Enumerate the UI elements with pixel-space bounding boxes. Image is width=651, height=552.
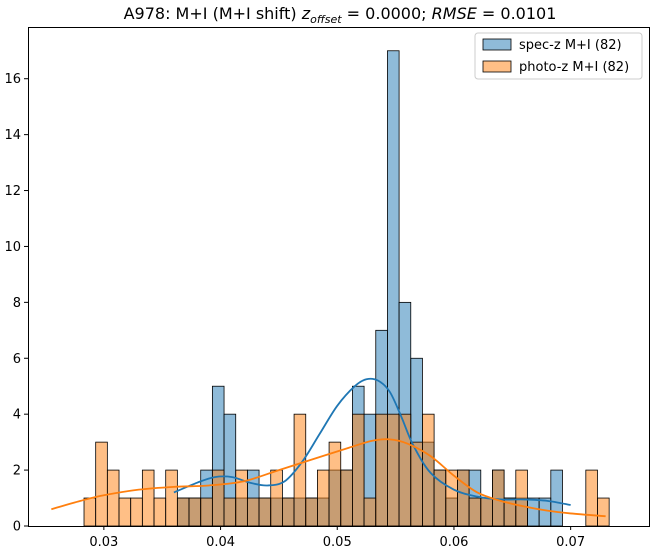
title-rmse-symbol: RMSE <box>432 4 478 23</box>
title-prefix: A978: M+I (M+I shift) <box>124 4 302 23</box>
kde-line-series1 <box>51 438 606 518</box>
x-tick-label: 0.06 <box>439 535 468 550</box>
bar-series1-bin34 <box>480 497 493 527</box>
y-tick-label: 10 <box>4 240 21 255</box>
bar-series1-bin20 <box>317 469 330 527</box>
ticks-layer: 0.03 0.04 0.05 0.06 0.07 0 2 4 6 8 10 12 14 16 <box>4 72 585 550</box>
x-tick-label: 0.05 <box>323 535 352 550</box>
bar-series1-bin23 <box>352 413 365 527</box>
bar-series1-bin5 <box>141 469 155 527</box>
title-rmse-value: = 0.0101 <box>477 4 557 23</box>
bar-series1-bin27 <box>398 413 412 527</box>
x-tick-label: 0.03 <box>89 535 118 550</box>
bar-series1-bin10 <box>200 497 213 527</box>
legend-swatch-spec-z <box>482 38 512 51</box>
bar-series1-bin15 <box>258 497 272 527</box>
bar-series1-bin33 <box>468 497 482 527</box>
bar-series1-bin7 <box>165 469 178 527</box>
bar-series1-bin22 <box>340 469 353 527</box>
bar-series1-bin12 <box>223 497 237 527</box>
y-tick-label: 0 <box>13 520 21 535</box>
bar-series1-bin9 <box>188 497 202 527</box>
chart-title: A978: M+I (M+I shift) zoffset = 0.0000; … <box>124 4 557 26</box>
legend-label-photo-z: photo-z M+I (82) <box>519 60 629 75</box>
title-z-value: = 0.0000; <box>342 4 432 23</box>
kde-layer <box>51 377 606 518</box>
y-tick-label: 16 <box>4 72 21 87</box>
x-tick-label: 0.04 <box>206 535 235 550</box>
bar-series1-bin3 <box>118 497 132 527</box>
bar-series0-bin40 <box>550 469 563 527</box>
axes-frame <box>28 27 650 527</box>
bar-series1-bin1 <box>95 441 108 527</box>
bar-series1-bin6 <box>153 497 167 527</box>
bar-series1-bin31 <box>445 469 458 527</box>
y-tick-label: 12 <box>4 184 21 199</box>
y-tick-label: 6 <box>13 352 21 367</box>
bar-series0-bin39 <box>538 497 552 527</box>
bar-series1-bin24 <box>363 497 377 527</box>
bar-series1-bin16 <box>270 469 283 527</box>
y-tick-label: 2 <box>13 464 21 479</box>
bar-series1-bin4 <box>130 497 143 527</box>
bar-series1-bin44 <box>597 497 610 527</box>
bar-series1-bin0 <box>83 497 97 527</box>
bar-series0-bin38 <box>527 497 540 527</box>
bar-series1-bin26 <box>387 413 400 527</box>
y-tick-label: 8 <box>13 296 21 311</box>
legend-label-spec-z: spec-z M+I (82) <box>519 38 622 53</box>
bar-series1-bin2 <box>106 469 120 527</box>
y-tick-label: 4 <box>13 408 21 423</box>
bar-series1-bin28 <box>410 441 423 527</box>
bar-series1-bin37 <box>515 469 528 527</box>
legend-box <box>474 32 643 80</box>
bar-series1-bin8 <box>176 497 190 527</box>
bars-layer <box>83 50 610 527</box>
legend-swatch-photo-z <box>482 60 512 73</box>
x-tick-label: 0.07 <box>556 535 585 550</box>
bar-series1-bin14 <box>246 497 260 527</box>
bar-series1-bin17 <box>282 497 295 527</box>
bar-series1-bin32 <box>457 469 470 527</box>
y-tick-label: 14 <box>4 128 21 143</box>
title-z-symbol: z <box>301 4 311 23</box>
bar-series1-bin11 <box>211 469 225 527</box>
bar-series1-bin19 <box>305 497 318 527</box>
bar-series1-bin21 <box>328 441 342 527</box>
bar-series1-bin25 <box>375 413 388 527</box>
bar-series1-bin43 <box>585 469 598 527</box>
title-z-subscript: offset <box>310 13 342 26</box>
legend: spec-z M+I (82) photo-z M+I (82) <box>474 32 643 80</box>
